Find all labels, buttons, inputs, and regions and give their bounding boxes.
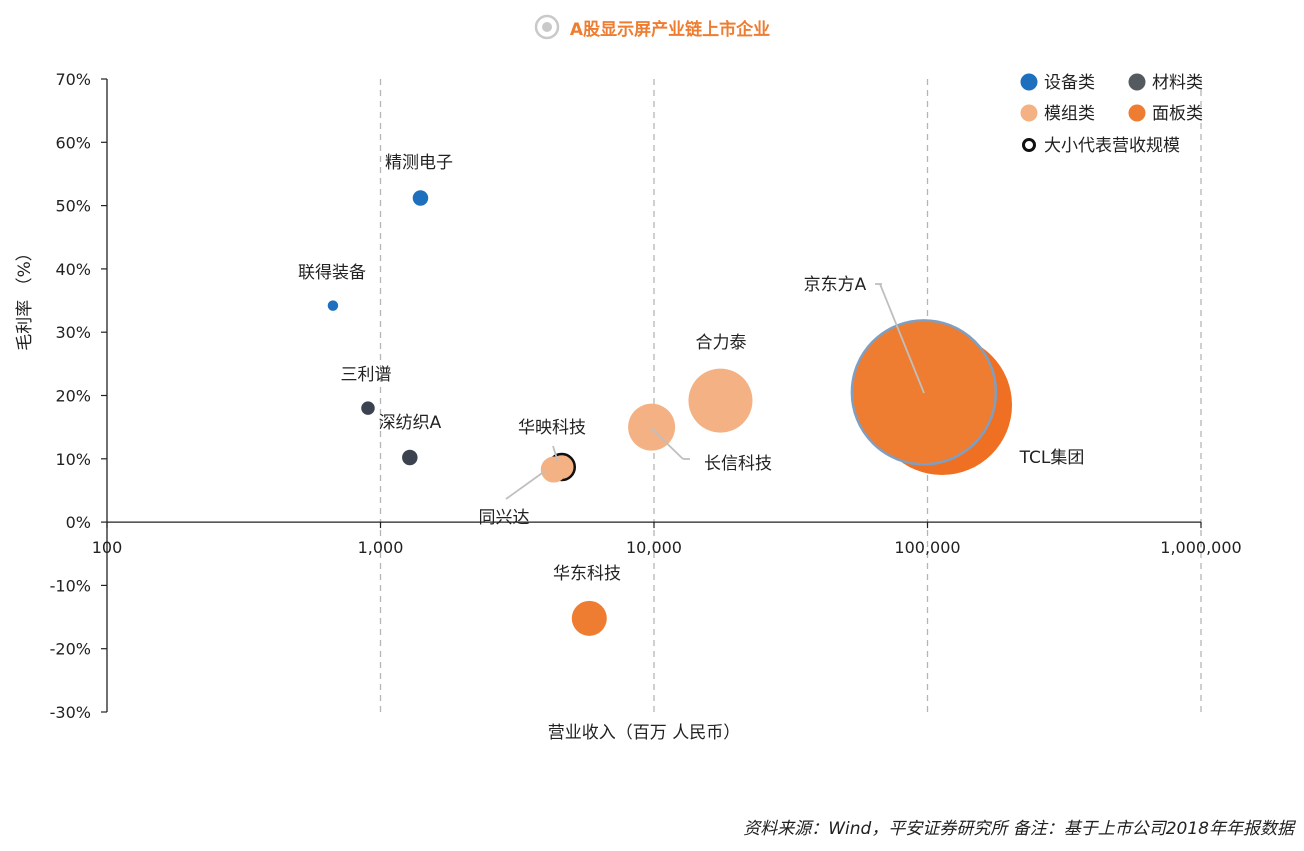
- bubble-精测电子: [411, 188, 430, 208]
- leader-changxin: [650, 427, 684, 460]
- legend-label-设备类: 设备类: [1044, 73, 1095, 93]
- legend-marker-设备类: [1020, 73, 1038, 91]
- y-tick-label: 0%: [66, 513, 91, 532]
- x-axis-title: 营业收入（百万 人民币）: [548, 723, 740, 743]
- chart-title-text: A股显示屏产业链上市企业: [569, 19, 771, 40]
- legend-label-大小代表营收规模: 大小代表营收规模: [1044, 136, 1180, 156]
- y-tick-label: 30%: [55, 323, 91, 342]
- target-icon: [534, 14, 560, 40]
- bubble-同兴达: [540, 456, 567, 483]
- x-tick-label: 10,000: [626, 538, 682, 557]
- point-label-深纺织A: 深纺织A: [379, 413, 442, 433]
- bubble-三利谱: [359, 399, 377, 417]
- legend-marker-size: [1022, 138, 1036, 152]
- y-tick-label: 60%: [55, 133, 91, 152]
- y-tick-label: -10%: [50, 576, 91, 595]
- point-label-联得装备: 联得装备: [298, 263, 366, 283]
- x-tick-label: 100: [92, 538, 123, 557]
- legend-label-模组类: 模组类: [1044, 104, 1095, 124]
- point-label-华映科技: 华映科技: [518, 418, 586, 438]
- legend-marker-材料类: [1128, 73, 1146, 91]
- bubble-深纺织A: [400, 448, 420, 467]
- point-label-华东科技: 华东科技: [553, 564, 621, 584]
- leader-tongxingda: [505, 470, 546, 500]
- y-tick-label: 70%: [55, 70, 91, 89]
- point-label-同兴达: 同兴达: [479, 508, 530, 528]
- y-tick-label: -30%: [50, 703, 91, 722]
- point-label-合力泰: 合力泰: [696, 333, 747, 353]
- bubble-华东科技: [571, 600, 607, 636]
- point-label-京东方A: 京东方A: [804, 275, 867, 295]
- legend-label-材料类: 材料类: [1152, 73, 1203, 93]
- leader-jingdongfang: [879, 283, 925, 394]
- y-tick-label: 50%: [55, 197, 91, 216]
- point-label-三利谱: 三利谱: [341, 365, 392, 385]
- legend-marker-模组类: [1020, 104, 1038, 122]
- chart-title: A股显示屏产业链上市企业: [0, 14, 1304, 44]
- bubble-合力泰: [688, 368, 753, 433]
- x-tick-label: 1,000: [358, 538, 404, 557]
- y-tick-label: -20%: [50, 640, 91, 659]
- y-tick-label: 20%: [55, 387, 91, 406]
- point-label-精测电子: 精测电子: [385, 153, 453, 173]
- legend-label-面板类: 面板类: [1152, 104, 1203, 124]
- source-note: 资料来源：Wind，平安证券研究所 备注：基于上市公司2018年年报数据: [743, 819, 1294, 839]
- x-tick-label: 100,000: [894, 538, 960, 557]
- point-label-长信科技: 长信科技: [704, 454, 772, 474]
- point-label-TCL集团: TCL集团: [1019, 448, 1085, 468]
- x-tick-label: 1,000,000: [1160, 538, 1241, 557]
- leader-huaying: [552, 445, 559, 463]
- y-tick-label: 40%: [55, 260, 91, 279]
- legend-marker-面板类: [1128, 104, 1146, 122]
- y-axis-title: 毛利率 （%）: [15, 244, 35, 351]
- y-tick-label: 10%: [55, 450, 91, 469]
- bubble-联得装备: [326, 298, 340, 313]
